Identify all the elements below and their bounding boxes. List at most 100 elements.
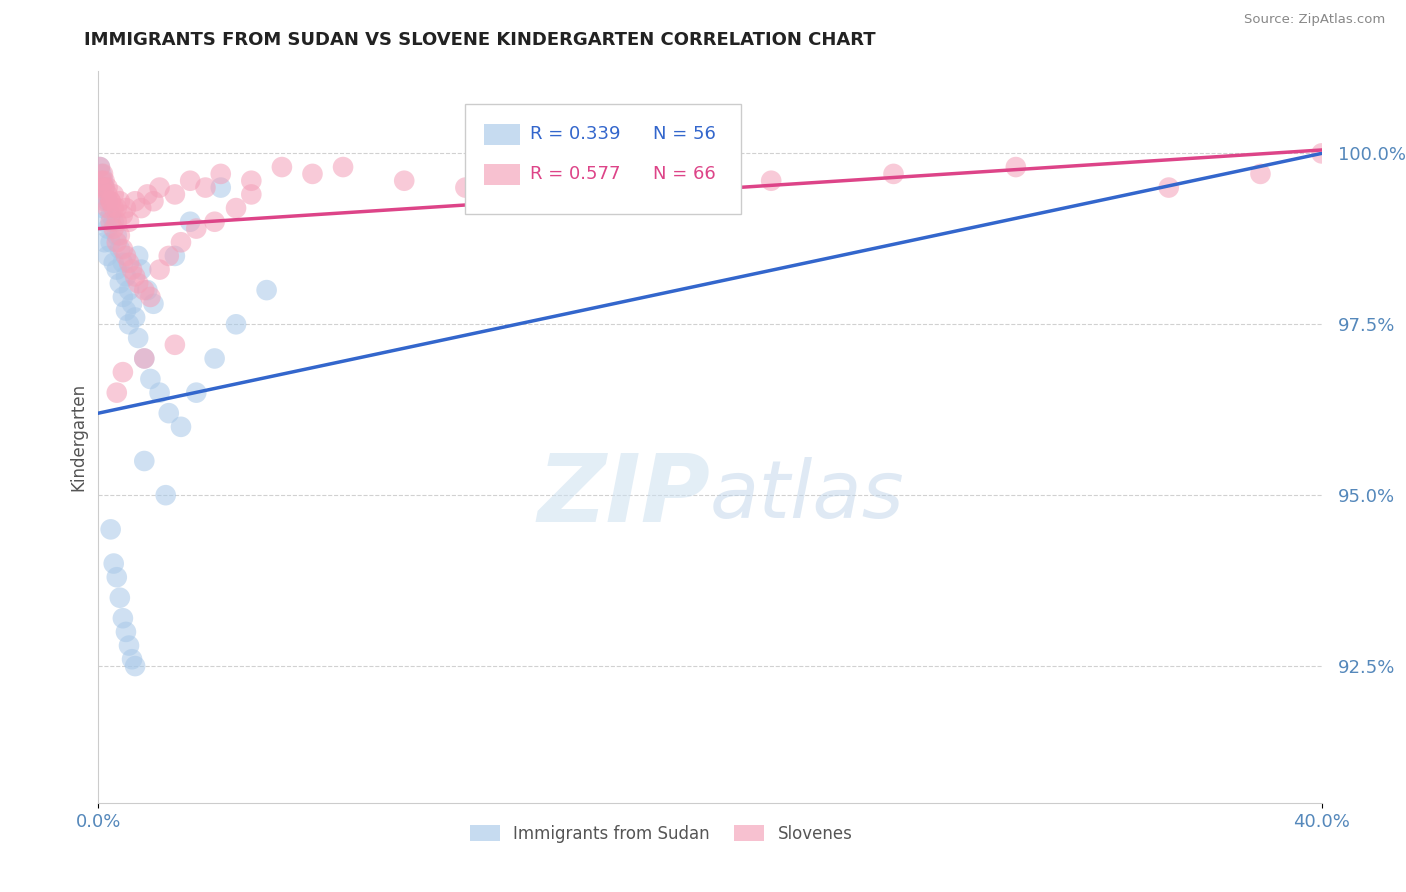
Point	[332, 160, 354, 174]
Point	[91, 174, 114, 188]
Point	[93, 194, 115, 209]
Point	[90, 167, 112, 181]
Point	[142, 194, 165, 209]
Point	[157, 249, 180, 263]
Point	[256, 283, 278, 297]
Point	[108, 242, 131, 256]
Point	[105, 228, 128, 243]
Point	[108, 228, 131, 243]
Point	[546, 167, 568, 181]
Point	[124, 269, 146, 284]
Point	[90, 174, 112, 188]
Point	[108, 194, 131, 209]
Point	[103, 557, 125, 571]
Point	[179, 174, 201, 188]
Point	[170, 235, 193, 250]
Point	[105, 262, 128, 277]
Point	[111, 290, 134, 304]
Point	[108, 277, 131, 291]
Point	[883, 167, 905, 181]
Point	[105, 235, 128, 250]
Point	[89, 160, 111, 174]
Point	[118, 318, 141, 332]
Point	[97, 221, 120, 235]
Point	[1310, 146, 1333, 161]
Point	[163, 249, 186, 263]
Point	[127, 249, 149, 263]
Point	[93, 180, 115, 194]
Legend: Immigrants from Sudan, Slovenes: Immigrants from Sudan, Slovenes	[463, 818, 859, 849]
Point	[163, 338, 186, 352]
Text: atlas: atlas	[710, 457, 905, 534]
Point	[1250, 167, 1272, 181]
Point	[97, 249, 120, 263]
Point	[392, 174, 416, 188]
Point	[105, 215, 128, 229]
Point	[100, 194, 122, 209]
Point	[115, 303, 138, 318]
Point	[761, 174, 783, 188]
Point	[134, 351, 156, 366]
Point	[186, 385, 208, 400]
Text: R = 0.577: R = 0.577	[530, 165, 620, 183]
Point	[149, 262, 172, 277]
Point	[209, 180, 232, 194]
Point	[115, 269, 138, 284]
Text: R = 0.339: R = 0.339	[530, 125, 620, 144]
Text: Source: ZipAtlas.com: Source: ZipAtlas.com	[1244, 13, 1385, 27]
Point	[97, 194, 120, 209]
Point	[90, 180, 112, 194]
Point	[103, 256, 125, 270]
Point	[186, 221, 208, 235]
Point	[139, 372, 162, 386]
Point	[127, 331, 149, 345]
Point	[91, 167, 114, 181]
Point	[90, 187, 112, 202]
Point	[155, 488, 177, 502]
Point	[118, 639, 141, 653]
Point	[134, 454, 156, 468]
Point	[163, 187, 186, 202]
Point	[115, 201, 138, 215]
Point	[194, 180, 217, 194]
Point	[121, 652, 143, 666]
Point	[136, 187, 159, 202]
Point	[93, 180, 115, 194]
Text: IMMIGRANTS FROM SUDAN VS SLOVENE KINDERGARTEN CORRELATION CHART: IMMIGRANTS FROM SUDAN VS SLOVENE KINDERG…	[84, 31, 876, 49]
Point	[129, 262, 152, 277]
Point	[103, 215, 125, 229]
Point	[134, 351, 156, 366]
Point	[270, 160, 294, 174]
Point	[136, 283, 159, 297]
Point	[124, 194, 146, 209]
Point	[93, 215, 115, 229]
FancyBboxPatch shape	[484, 164, 520, 185]
Point	[454, 180, 477, 194]
Point	[129, 201, 152, 215]
Text: N = 66: N = 66	[652, 165, 716, 183]
FancyBboxPatch shape	[465, 104, 741, 214]
Point	[111, 365, 134, 379]
Point	[103, 201, 125, 215]
Point	[170, 420, 193, 434]
Point	[97, 180, 120, 194]
Point	[121, 297, 143, 311]
Point	[204, 351, 226, 366]
Point	[637, 160, 661, 174]
Point	[89, 160, 111, 174]
Point	[115, 249, 138, 263]
Point	[149, 180, 172, 194]
Point	[100, 235, 122, 250]
Point	[93, 235, 115, 250]
Point	[89, 180, 111, 194]
Point	[115, 624, 138, 639]
Point	[124, 659, 146, 673]
Point	[111, 256, 134, 270]
Point	[204, 215, 226, 229]
Point	[240, 174, 263, 188]
Point	[127, 277, 149, 291]
Point	[1157, 180, 1180, 194]
Text: ZIP: ZIP	[537, 450, 710, 541]
Point	[209, 167, 232, 181]
Point	[103, 221, 125, 235]
